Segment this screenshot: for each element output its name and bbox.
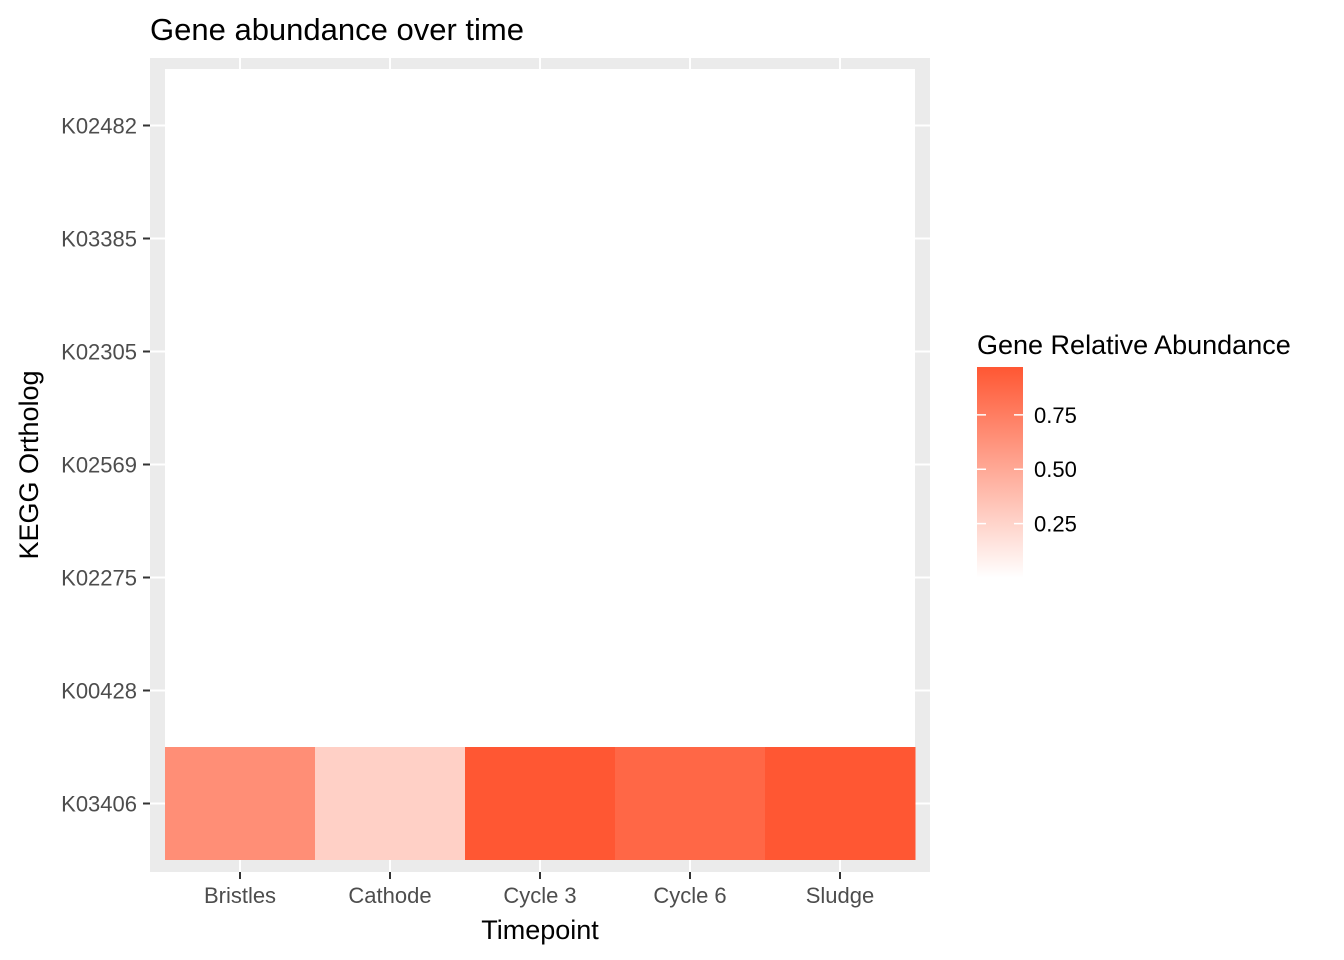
legend-tick-label: 0.75 — [1034, 403, 1077, 428]
chart-title: Gene abundance over time — [150, 12, 524, 47]
legend-tick-label: 0.50 — [1034, 457, 1077, 482]
y-tick-label: K03385 — [61, 227, 137, 252]
x-tick-label: Cycle 6 — [653, 883, 726, 908]
y-tick-label: K02569 — [61, 453, 137, 478]
x-tick-label: Cycle 3 — [503, 883, 576, 908]
heatmap-cell — [465, 747, 616, 860]
legend-ticks: 0.25 0.50 0.75 — [977, 403, 1077, 537]
x-tick-label: Cathode — [348, 883, 431, 908]
heatmap-cells — [165, 747, 916, 860]
legend-title: Gene Relative Abundance — [977, 330, 1291, 360]
y-axis: K02482 K03385 K02305 K02569 K02275 K00428 K034… — [61, 114, 150, 817]
legend: Gene Relative Abundance 0.25 0.50 0.75 — [977, 330, 1291, 578]
heatmap-cell — [165, 747, 316, 860]
legend-colorbar — [977, 367, 1023, 578]
legend-tick-label: 0.25 — [1034, 512, 1077, 537]
heatmap-cell — [765, 747, 916, 860]
grid-lines — [150, 58, 930, 872]
y-tick-label: K00428 — [61, 679, 137, 704]
y-axis-title: KEGG Ortholog — [14, 370, 44, 559]
y-tick-label: K02275 — [61, 566, 137, 591]
x-tick-label: Bristles — [204, 883, 276, 908]
y-tick-label: K02482 — [61, 114, 137, 139]
y-tick-label: K02305 — [61, 340, 137, 365]
x-axis: Bristles Cathode Cycle 3 Cycle 6 Sludge — [204, 872, 874, 908]
y-tick-label: K03406 — [61, 792, 137, 817]
heatmap-cell — [615, 747, 766, 860]
x-axis-title: Timepoint — [481, 915, 599, 945]
x-tick-label: Sludge — [806, 883, 875, 908]
heatmap-cell — [315, 747, 466, 860]
